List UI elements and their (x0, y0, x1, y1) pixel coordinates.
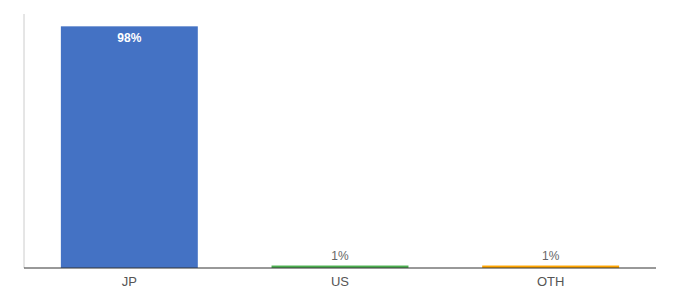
y-axis-line (24, 14, 25, 268)
data-labels: 98% 1% 1% (117, 31, 559, 262)
bars (61, 26, 619, 268)
data-label: 1% (331, 249, 349, 263)
data-label: 98% (117, 31, 141, 45)
chart-container: 98% 1% 1% JP US OTH (0, 0, 680, 300)
x-tick-label: OTH (537, 274, 564, 289)
x-tick-label: JP (122, 274, 137, 289)
chart: 98% 1% 1% JP US OTH (0, 0, 680, 300)
x-axis: JP US OTH (122, 274, 565, 289)
x-axis-line (24, 268, 656, 269)
data-label: 1% (542, 249, 560, 263)
bar (61, 26, 198, 268)
x-tick-label: US (331, 274, 349, 289)
